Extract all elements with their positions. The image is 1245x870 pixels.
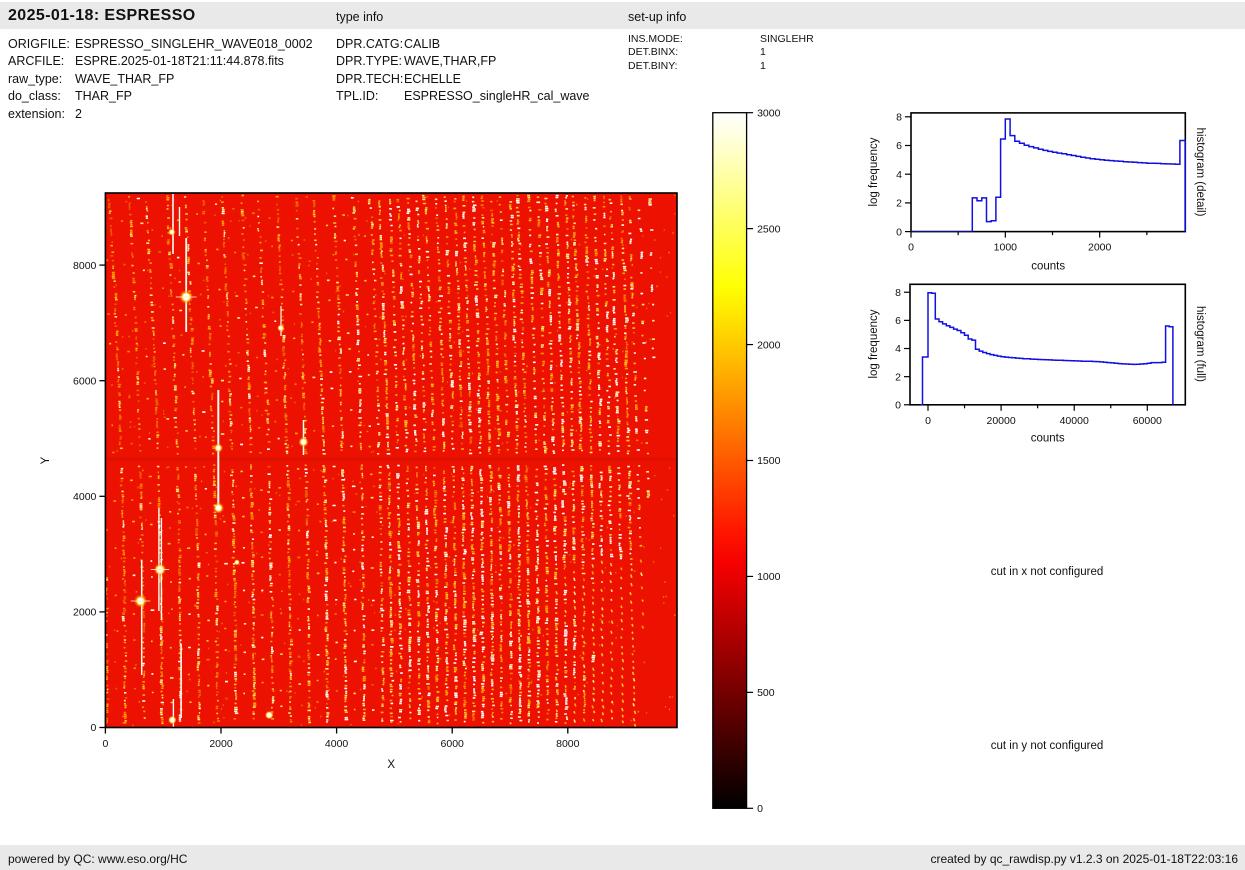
svg-text:8: 8 (896, 112, 902, 124)
svg-text:histogram (full): histogram (full) (1194, 306, 1206, 382)
svg-text:0: 0 (908, 242, 914, 254)
svg-text:2000: 2000 (73, 607, 97, 619)
svg-text:40000: 40000 (1060, 415, 1089, 427)
svg-text:8: 8 (895, 287, 901, 299)
svg-text:counts: counts (1031, 432, 1065, 444)
svg-text:2000: 2000 (1088, 242, 1112, 254)
svg-text:0: 0 (91, 722, 97, 734)
svg-text:1500: 1500 (757, 455, 781, 467)
svg-text:3000: 3000 (757, 107, 781, 119)
svg-text:1000: 1000 (757, 571, 781, 583)
svg-text:500: 500 (757, 687, 775, 699)
svg-text:8000: 8000 (556, 738, 580, 750)
svg-text:60000: 60000 (1133, 415, 1162, 427)
svg-text:counts: counts (1031, 261, 1065, 273)
svg-text:log frequency: log frequency (868, 309, 880, 378)
svg-text:X: X (387, 759, 395, 771)
svg-text:0: 0 (895, 400, 901, 412)
svg-text:6: 6 (896, 140, 902, 152)
svg-text:6000: 6000 (441, 738, 465, 750)
svg-text:2: 2 (896, 198, 902, 210)
svg-text:8000: 8000 (73, 260, 97, 272)
svg-text:6000: 6000 (73, 375, 97, 387)
svg-text:4000: 4000 (73, 491, 97, 503)
svg-text:20000: 20000 (986, 415, 1015, 427)
svg-text:4: 4 (895, 343, 901, 355)
svg-text:4000: 4000 (325, 738, 349, 750)
svg-text:0: 0 (925, 415, 931, 427)
svg-text:Y: Y (40, 456, 52, 464)
svg-text:log frequency: log frequency (868, 137, 880, 206)
svg-text:0: 0 (102, 738, 108, 750)
svg-text:4: 4 (896, 169, 902, 181)
svg-text:0: 0 (757, 803, 763, 815)
svg-text:histogram (detail): histogram (detail) (1194, 128, 1206, 217)
svg-text:1000: 1000 (994, 242, 1018, 254)
svg-text:6: 6 (895, 315, 901, 327)
svg-text:2000: 2000 (757, 339, 781, 351)
svg-text:2500: 2500 (757, 223, 781, 235)
svg-text:2000: 2000 (209, 738, 233, 750)
svg-text:2: 2 (895, 371, 901, 383)
svg-text:0: 0 (896, 226, 902, 238)
